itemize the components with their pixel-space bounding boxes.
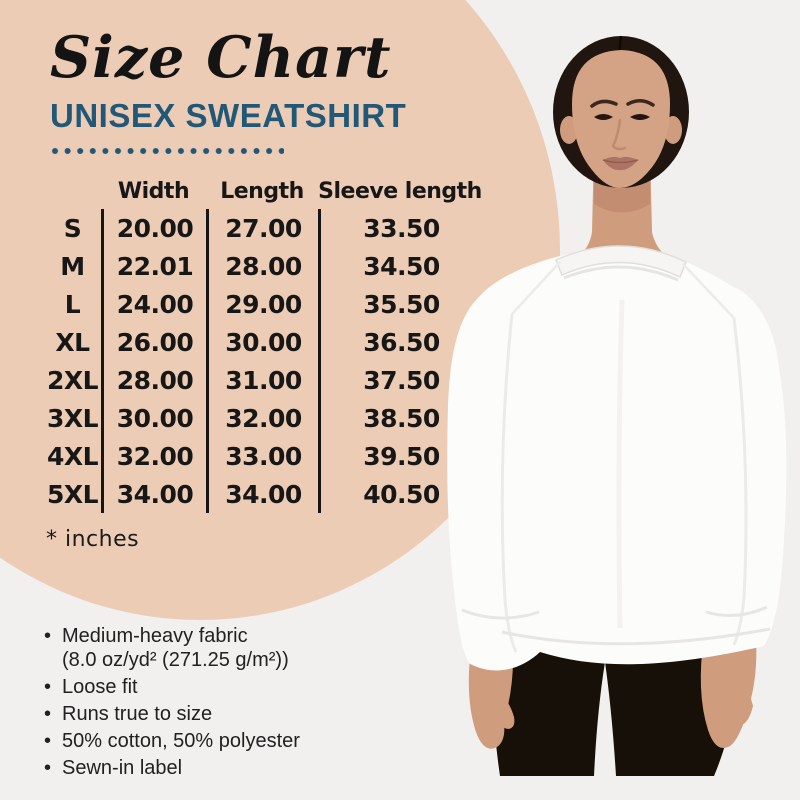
bullet-icon: • (44, 676, 52, 698)
sleeve-value: 34.50 (318, 247, 482, 286)
size-row: 2XL 28.00 31.00 37.50 (44, 361, 482, 400)
length-value: 28.00 (206, 247, 318, 286)
detail-subtext: (8.0 oz/yd² (271.25 g/m²)) (62, 649, 289, 671)
size-label: 5XL (46, 479, 99, 509)
width-value: 26.00 (101, 323, 206, 362)
product-subtitle: UNISEX SWEATSHIRT (50, 97, 407, 135)
length-col-header: Length (220, 178, 304, 204)
units-note: * inches (46, 527, 140, 553)
list-item: • Runs true to size (44, 702, 444, 726)
length-value: 34.00 (206, 475, 318, 514)
model-nose (611, 118, 627, 151)
model-hands (468, 636, 757, 749)
length-value: 33.00 (206, 437, 318, 476)
chart-panel: Size Chart UNISEX SWEATSHIRT Width Lengt… (44, 24, 514, 552)
sleeve-value: 35.50 (318, 285, 482, 324)
size-table: Width Length Sleeve length S 20.00 27.00… (44, 173, 482, 514)
size-row: 4XL 32.00 33.00 39.50 (44, 437, 482, 476)
model-pants (492, 636, 744, 776)
length-value: 32.00 (206, 399, 318, 438)
width-value: 28.00 (101, 361, 206, 400)
model-hair (553, 36, 689, 188)
width-value: 32.00 (101, 437, 206, 476)
width-value: 24.00 (101, 285, 206, 324)
model-head (553, 35, 689, 188)
model-brow-left (590, 99, 618, 108)
model-eye-left (594, 114, 613, 120)
model-ear-left (560, 116, 578, 144)
sleeve-value: 36.50 (318, 323, 482, 362)
detail-text: 50% cotton, 50% polyester (62, 730, 300, 752)
size-row: XL 26.00 30.00 36.50 (44, 323, 482, 362)
model-lips (603, 156, 638, 171)
size-label: M (60, 251, 85, 281)
width-value: 22.01 (101, 247, 206, 286)
model-ear-right (664, 116, 682, 144)
list-item: • 50% cotton, 50% polyester (44, 729, 444, 753)
size-label: S (63, 213, 82, 243)
page-title: Size Chart (50, 24, 392, 91)
size-label: 4XL (46, 441, 99, 471)
sleeve-value: 40.50 (318, 475, 482, 514)
size-label: XL (55, 327, 90, 357)
length-value: 27.00 (206, 209, 318, 248)
width-value: 20.00 (101, 209, 206, 248)
size-label: 3XL (46, 403, 99, 433)
length-value: 31.00 (206, 361, 318, 400)
bullet-icon: • (44, 757, 52, 779)
length-value: 30.00 (206, 323, 318, 362)
list-item: • Sewn-in label (44, 756, 444, 780)
detail-text: Loose fit (62, 676, 138, 698)
sleeve-value: 33.50 (318, 209, 482, 248)
detail-text: Medium-heavy fabric (62, 625, 248, 647)
size-row: 5XL 34.00 34.00 40.50 (44, 475, 482, 514)
sleeve-value: 37.50 (318, 361, 482, 400)
size-row: S 20.00 27.00 33.50 (44, 209, 482, 248)
size-col-header (44, 173, 101, 209)
fabric-details-list: • Medium-heavy fabric (8.0 oz/yd² (271.2… (44, 624, 444, 783)
model-neck (570, 148, 676, 263)
list-item: • Medium-heavy fabric (8.0 oz/yd² (271.2… (44, 624, 444, 672)
sleeve-col-header: Sleeve length (318, 178, 482, 204)
bullet-icon: • (44, 703, 52, 725)
size-label: L (64, 289, 81, 319)
width-value: 30.00 (101, 399, 206, 438)
size-label: 2XL (46, 365, 99, 395)
detail-text: Runs true to size (62, 703, 213, 725)
width-value: 34.00 (101, 475, 206, 514)
model-eye-right (630, 114, 650, 120)
sleeve-value: 39.50 (318, 437, 482, 476)
size-table-header: Width Length Sleeve length (44, 173, 482, 209)
model-brow-right (626, 99, 655, 107)
size-row: 3XL 30.00 32.00 38.50 (44, 399, 482, 438)
collar-band (555, 245, 687, 279)
dotted-divider (52, 147, 284, 156)
width-col-header: Width (117, 178, 190, 204)
bullet-icon: • (44, 625, 52, 647)
model-face (572, 50, 670, 188)
detail-text: Sewn-in label (62, 757, 183, 779)
length-value: 29.00 (206, 285, 318, 324)
size-row: L 24.00 29.00 35.50 (44, 285, 482, 324)
list-item: • Loose fit (44, 675, 444, 699)
sleeve-value: 38.50 (318, 399, 482, 438)
bullet-icon: • (44, 730, 52, 752)
size-row: M 22.01 28.00 34.50 (44, 247, 482, 286)
